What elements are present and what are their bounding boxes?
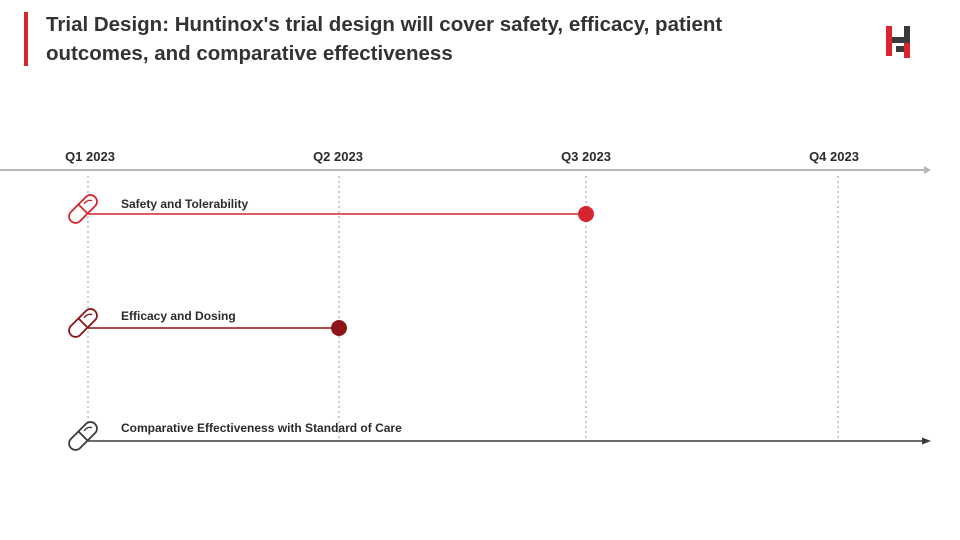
pill-divider — [77, 203, 89, 215]
workstream-label-efficacy: Efficacy and Dosing — [121, 309, 236, 323]
axis-arrow-icon — [924, 166, 931, 174]
pill-icon — [68, 194, 98, 224]
pill-icon — [68, 421, 98, 451]
timeline-axis — [0, 166, 931, 174]
workstream-row — [68, 308, 347, 338]
workstream-row — [68, 194, 594, 224]
arrowhead-icon — [922, 437, 931, 445]
slide-title: Trial Design: Huntinox's trial design wi… — [46, 13, 723, 65]
workstream-label-comparative: Comparative Effectiveness with Standard … — [121, 421, 402, 435]
pill-highlight — [83, 426, 93, 432]
quarter-label-q4: Q4 2023 — [809, 149, 859, 164]
quarter-label-q3: Q3 2023 — [561, 149, 611, 164]
milestone-dot — [578, 206, 594, 222]
workstream-row — [68, 421, 931, 451]
pill-highlight — [83, 199, 93, 205]
quarter-label-q1: Q1 2023 — [65, 149, 115, 164]
quarter-label-q2: Q2 2023 — [313, 149, 363, 164]
pill-highlight — [83, 313, 93, 319]
pill-divider — [77, 430, 89, 442]
pill-icon — [68, 308, 98, 338]
quarter-gridlines — [87, 176, 839, 440]
milestone-dot — [331, 320, 347, 336]
brand-logo-icon — [886, 26, 910, 58]
pill-divider — [77, 317, 89, 329]
title-accent-bar — [24, 12, 28, 66]
workstream-rows — [68, 194, 931, 451]
workstream-label-safety: Safety and Tolerability — [121, 197, 249, 211]
